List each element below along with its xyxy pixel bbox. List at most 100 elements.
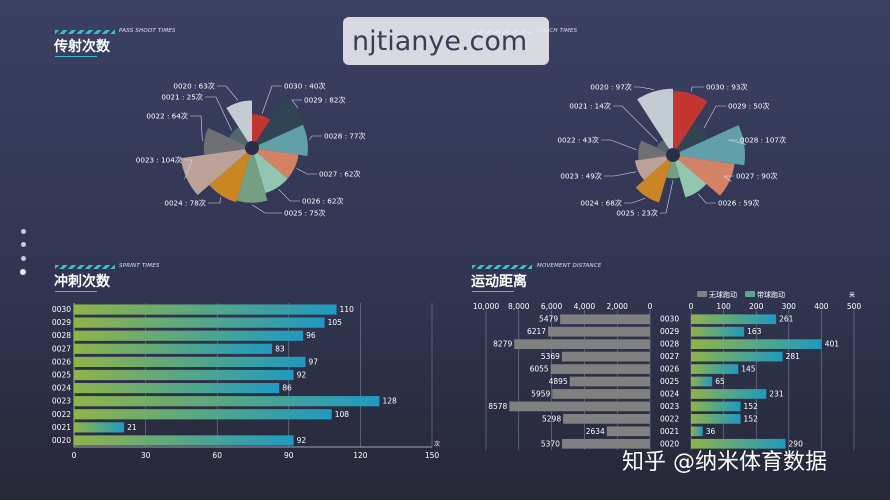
sprint-value-0025: 92 [297, 371, 307, 380]
rose-label-0022: 0022 : 64次 [146, 112, 188, 121]
move-nonball-value-0026: 6055 [530, 365, 549, 374]
sprint-cat-0026: 0026 [52, 357, 71, 366]
move-ball-value-0021: 36 [706, 427, 716, 436]
sprint-cat-0021: 0021 [52, 423, 71, 432]
rose-leader-0025 [251, 204, 282, 214]
move-right-tick-3: 300 [782, 302, 797, 311]
sprint-value-0024: 86 [282, 384, 292, 393]
sprint-value-0030: 110 [340, 305, 355, 314]
rose-label-0022: 0022 : 43次 [557, 136, 599, 145]
rose-slice-0022 [203, 127, 252, 155]
rose-label-0020: 0020 : 97次 [590, 83, 632, 92]
move-cat-0025: 0025 [660, 377, 679, 386]
sprint-cat-0028: 0028 [52, 331, 71, 340]
rose-slice-0027 [673, 155, 735, 196]
move-nonball-value-0023: 8578 [488, 402, 507, 411]
rose-leader-0022 [190, 115, 203, 141]
rose-leader-0025 [660, 180, 674, 214]
move-cat-0024: 0024 [660, 389, 679, 398]
rose-leader-0024 [208, 197, 221, 204]
move-ball-value-0022: 152 [744, 414, 759, 423]
move-cat-0027: 0027 [660, 352, 679, 361]
rose-slice-0028 [673, 125, 745, 166]
move-nonball-bar-0025 [569, 376, 650, 387]
rose-label-0021: 0021 : 25次 [161, 93, 203, 102]
move-nonball-value-0025: 4895 [549, 377, 568, 386]
legend-label-ball: 带球跑动 [757, 290, 785, 299]
move-nonball-bar-0023 [509, 401, 650, 412]
sprint-cat-0024: 0024 [52, 384, 71, 393]
rose-label-0028: 0028 : 77次 [324, 132, 366, 141]
rose-slice-0020 [637, 88, 673, 155]
footer-watermark: 知乎 @纳米体育数据 [622, 450, 827, 475]
move-nonball-bar-0030 [560, 314, 650, 325]
rose-label-0025: 0025 : 23次 [616, 209, 658, 218]
rose-slice-0028 [252, 124, 308, 156]
move-ball-value-0029: 163 [747, 327, 762, 336]
rose-slice-0023 [634, 155, 673, 181]
sprint-x-unit: 次 [434, 440, 440, 448]
move-nonball-bar-0024 [552, 389, 650, 399]
rose-slice-0030 [252, 114, 271, 148]
move-ball-value-0025: 65 [715, 377, 725, 386]
move-left-tick-1: 8,000 [508, 302, 530, 311]
move-ball-value-0026: 145 [741, 365, 756, 374]
move-nonball-bar-0021 [606, 426, 650, 437]
move-ball-value-0027: 281 [786, 352, 801, 361]
sprint-bar-0029 [74, 317, 325, 328]
move-left-tick-0: 10,000 [473, 302, 499, 311]
move-ball-value-0024: 231 [769, 389, 784, 398]
move-ball-bar-0027 [691, 351, 783, 362]
rose-leader-0020 [217, 85, 239, 101]
sprint-bar-0022 [74, 409, 332, 420]
rose-slice-0024 [209, 148, 252, 203]
move-nonball-bar-0026 [550, 364, 650, 374]
sprint-cat-0022: 0022 [52, 410, 71, 419]
carousel-dot-3[interactable] [21, 256, 26, 261]
rose-center [245, 141, 259, 155]
rose-label-0025: 0025 : 75次 [284, 209, 326, 218]
rose-label-0024: 0024 : 78次 [164, 199, 206, 208]
watermark-text: njtianye.com [352, 26, 528, 57]
sprint-cat-0027: 0027 [52, 344, 71, 353]
move-ball-value-0030: 261 [779, 315, 794, 324]
move-ball-bar-0024 [691, 389, 767, 399]
rose-slice-0029 [252, 98, 306, 148]
rose-label-0029: 0029 : 82次 [304, 96, 346, 105]
carousel-dot-1[interactable] [21, 229, 26, 234]
rose-label-0026: 0026 : 62次 [302, 197, 344, 206]
move-nonball-bar-0027 [561, 351, 650, 362]
move-nonball-bar-0028 [514, 339, 650, 349]
sprint-cat-0030: 0030 [52, 305, 71, 314]
sprint-bar-0023 [74, 396, 380, 407]
sprint-subtitle: SPRINT TIMES [119, 263, 160, 269]
sprint-bar-0025 [74, 369, 294, 381]
rose-label-0023: 0023 : 49次 [560, 172, 602, 181]
sprint-xtick-150: 150 [425, 451, 440, 460]
carousel-dot-2[interactable] [21, 242, 26, 247]
move-nonball-value-0021: 2634 [586, 427, 605, 436]
move-left-tick-3: 4,000 [574, 302, 596, 311]
sprint-value-0027: 83 [275, 344, 285, 353]
rose-slice-0025 [666, 155, 680, 179]
rose-slice-0023 [180, 148, 252, 196]
move-ball-bar-0025 [691, 376, 713, 387]
move-right-tick-2: 200 [749, 302, 764, 311]
sprint-xtick-60: 60 [212, 451, 222, 460]
move-ball-value-0028: 401 [825, 340, 840, 349]
move-nonball-value-0020: 5370 [541, 439, 560, 448]
rose-slice-0025 [236, 148, 268, 203]
pass-subtitle: PASS SHOOT TIMES [119, 28, 176, 34]
rose-label-0020: 0020 : 63次 [173, 82, 215, 91]
legend-swatch-ball [745, 291, 755, 297]
rose-label-0029: 0029 : 50次 [728, 102, 770, 111]
move-ball-bar-0028 [691, 339, 822, 349]
sprint-cat-0020: 0020 [52, 436, 71, 445]
rose-leader-0021 [205, 96, 232, 131]
sprint-xtick-120: 120 [353, 451, 368, 460]
move-right-tick-1: 100 [716, 302, 731, 311]
move-cat-0023: 0023 [660, 402, 679, 411]
rose-slice-0021 [229, 127, 252, 148]
carousel-dot-4[interactable] [20, 269, 26, 275]
